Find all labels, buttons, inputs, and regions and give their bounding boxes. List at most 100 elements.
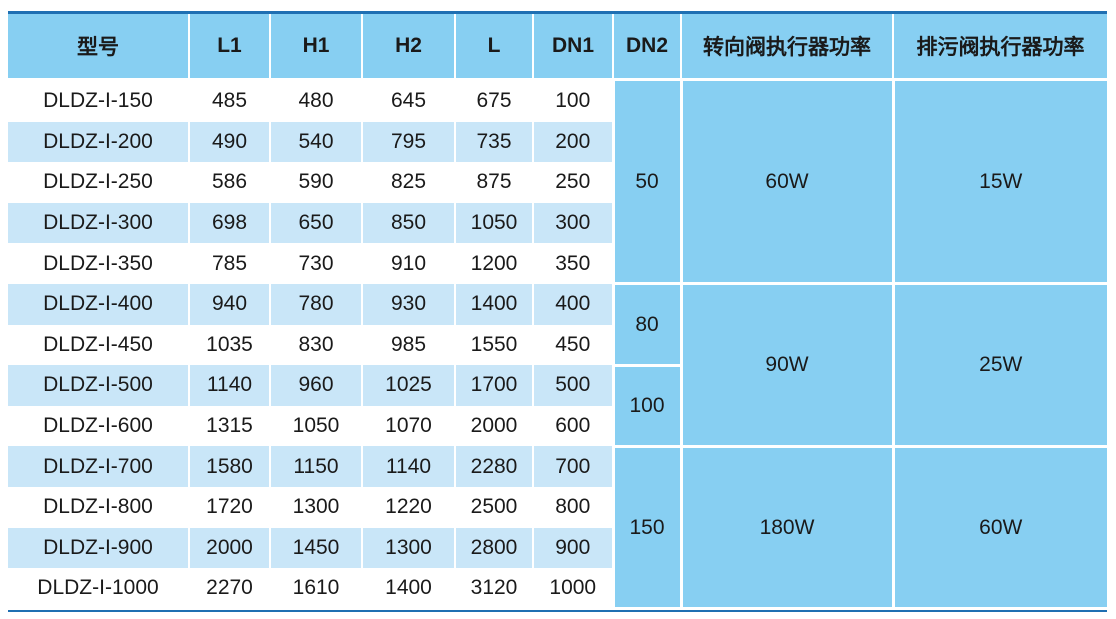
cell-dn1: 900 xyxy=(532,527,613,569)
merged-cell-drain-power: 25W xyxy=(891,283,1107,448)
merged-cell-dn2: 150 xyxy=(611,446,681,611)
cell-h2: 1400 xyxy=(361,568,455,609)
cell-model: DLDZ-I-600 xyxy=(43,414,153,438)
cell-model: DLDZ-I-450 xyxy=(43,332,153,356)
cell-dn1: 300 xyxy=(532,202,613,244)
cell-h2: 910 xyxy=(361,243,455,284)
cell-h1: 590 xyxy=(269,162,362,203)
cell-h2: 930 xyxy=(361,283,455,325)
merged-cell-dn2: 100 xyxy=(611,365,681,448)
cell-l: 875 xyxy=(454,162,533,203)
header-dn1: DN1 xyxy=(532,14,613,81)
merged-cell-dn2: 50 xyxy=(611,79,681,286)
cell-l: 1050 xyxy=(454,202,533,244)
cell-h1: 730 xyxy=(269,243,362,284)
cell-h1: 1150 xyxy=(269,446,362,487)
cell-h2: 825 xyxy=(361,162,455,203)
cell-dn1: 700 xyxy=(532,446,613,487)
cell-l: 735 xyxy=(454,121,533,163)
cell-l1: 1035 xyxy=(188,324,270,366)
table-row: DLDZ-I-600 1315 1050 1070 2000 600 xyxy=(8,405,1107,447)
table-row: DLDZ-I-500 1140 960 1025 1700 500 100 xyxy=(8,365,1107,448)
header-h1: H1 xyxy=(269,14,362,81)
cell-h2: 1220 xyxy=(361,486,455,528)
merged-cell-drain-power: 60W xyxy=(891,446,1107,611)
cell-model: DLDZ-I-800 xyxy=(43,495,153,519)
cell-h1: 1050 xyxy=(269,405,362,447)
cell-h2: 850 xyxy=(361,202,455,244)
table-row: DLDZ-I-150 485 480 645 675 100 50 60W 15W xyxy=(8,79,1107,286)
cell-h2: 1025 xyxy=(361,365,455,406)
cell-h2: 1070 xyxy=(361,405,455,447)
header-turn-valve-power: 转向阀执行器功率 xyxy=(680,14,893,81)
cell-l1: 2270 xyxy=(188,568,270,609)
table-row: DLDZ-I-900 2000 1450 1300 2800 900 xyxy=(8,527,1107,569)
table-row: DLDZ-I-400 940 780 930 1400 400 80 90W 25W xyxy=(8,283,1107,448)
cell-dn1: 1000 xyxy=(532,568,613,609)
cell-h1: 480 xyxy=(269,79,362,122)
cell-l1: 940 xyxy=(188,283,270,325)
cell-l1: 785 xyxy=(188,243,270,284)
merged-cell-turn-power: 180W xyxy=(679,446,893,611)
header-l: L xyxy=(454,14,533,81)
cell-l1: 1720 xyxy=(188,486,270,528)
cell-model: DLDZ-I-200 xyxy=(8,121,189,163)
cell-model: DLDZ-I-500 xyxy=(8,365,189,406)
cell-h2: 1300 xyxy=(361,527,455,569)
merged-cell-drain-power: 15W xyxy=(891,79,1107,286)
cell-h1: 540 xyxy=(269,121,362,163)
header-row: 型号 L1 H1 H2 L DN1 DN2 转向阀执行器功率 排污阀执行器功率 xyxy=(8,14,1107,81)
cell-model: DLDZ-I-700 xyxy=(8,446,189,487)
cell-h1: 780 xyxy=(269,283,362,325)
cell-l: 2500 xyxy=(454,486,533,528)
cell-l: 675 xyxy=(454,79,533,122)
merged-cell-turn-power: 60W xyxy=(679,79,893,286)
cell-l: 2800 xyxy=(454,527,533,569)
cell-dn1: 600 xyxy=(532,405,613,447)
cell-dn1: 500 xyxy=(532,365,613,406)
cell-model: DLDZ-I-150 xyxy=(43,89,153,113)
table-row: DLDZ-I-800 1720 1300 1220 2500 800 xyxy=(8,486,1107,528)
cell-dn1: 100 xyxy=(532,79,613,122)
cell-dn1: 800 xyxy=(532,486,613,528)
header-drain-valve-power: 排污阀执行器功率 xyxy=(892,14,1107,81)
cell-l: 2280 xyxy=(454,446,533,487)
cell-model: DLDZ-I-900 xyxy=(8,527,189,569)
cell-h2: 645 xyxy=(361,79,455,122)
cell-l: 2000 xyxy=(454,405,533,447)
cell-model: DLDZ-I-350 xyxy=(43,251,153,275)
cell-l: 1550 xyxy=(454,324,533,366)
table-row: DLDZ-I-700 1580 1150 1140 2280 700 150 180W 60W xyxy=(8,446,1107,611)
merged-cell-dn2: 80 xyxy=(611,283,681,367)
spec-table-container: 型号 L1 H1 H2 L DN1 DN2 转向阀执行器功率 排污阀执行器功率 DLDZ-I-1… xyxy=(8,11,1107,613)
header-h2: H2 xyxy=(361,14,455,81)
cell-h1: 1450 xyxy=(269,527,362,569)
cell-h2: 795 xyxy=(361,121,455,163)
cell-l: 1200 xyxy=(454,243,533,284)
cell-l1: 490 xyxy=(188,121,270,163)
cell-dn1: 400 xyxy=(532,283,613,325)
header-model: 型号 xyxy=(8,14,189,81)
header-dn2: DN2 xyxy=(612,14,681,81)
cell-model: DLDZ-I-300 xyxy=(8,202,189,244)
cell-l1: 586 xyxy=(188,162,270,203)
cell-l: 1700 xyxy=(454,365,533,406)
cell-model: DLDZ-I-1000 xyxy=(37,576,159,600)
table-row: DLDZ-I-1000 2270 1610 1400 3120 1000 xyxy=(8,568,1107,609)
cell-l1: 485 xyxy=(188,79,270,122)
cell-model: DLDZ-I-400 xyxy=(8,283,189,325)
cell-h1: 650 xyxy=(269,202,362,244)
cell-h2: 1140 xyxy=(361,446,455,487)
cell-l1: 1315 xyxy=(188,405,270,447)
cell-h2: 985 xyxy=(361,324,455,366)
cell-l1: 1580 xyxy=(188,446,270,487)
cell-l1: 1140 xyxy=(188,365,270,406)
cell-dn1: 450 xyxy=(532,324,613,366)
cell-l1: 698 xyxy=(188,202,270,244)
cell-h1: 830 xyxy=(269,324,362,366)
cell-model: DLDZ-I-250 xyxy=(43,170,153,194)
cell-l: 3120 xyxy=(454,568,533,609)
table-row: DLDZ-I-300 698 650 850 1050 300 xyxy=(8,202,1107,244)
header-l1: L1 xyxy=(188,14,270,81)
merged-cell-turn-power: 90W xyxy=(679,283,893,448)
